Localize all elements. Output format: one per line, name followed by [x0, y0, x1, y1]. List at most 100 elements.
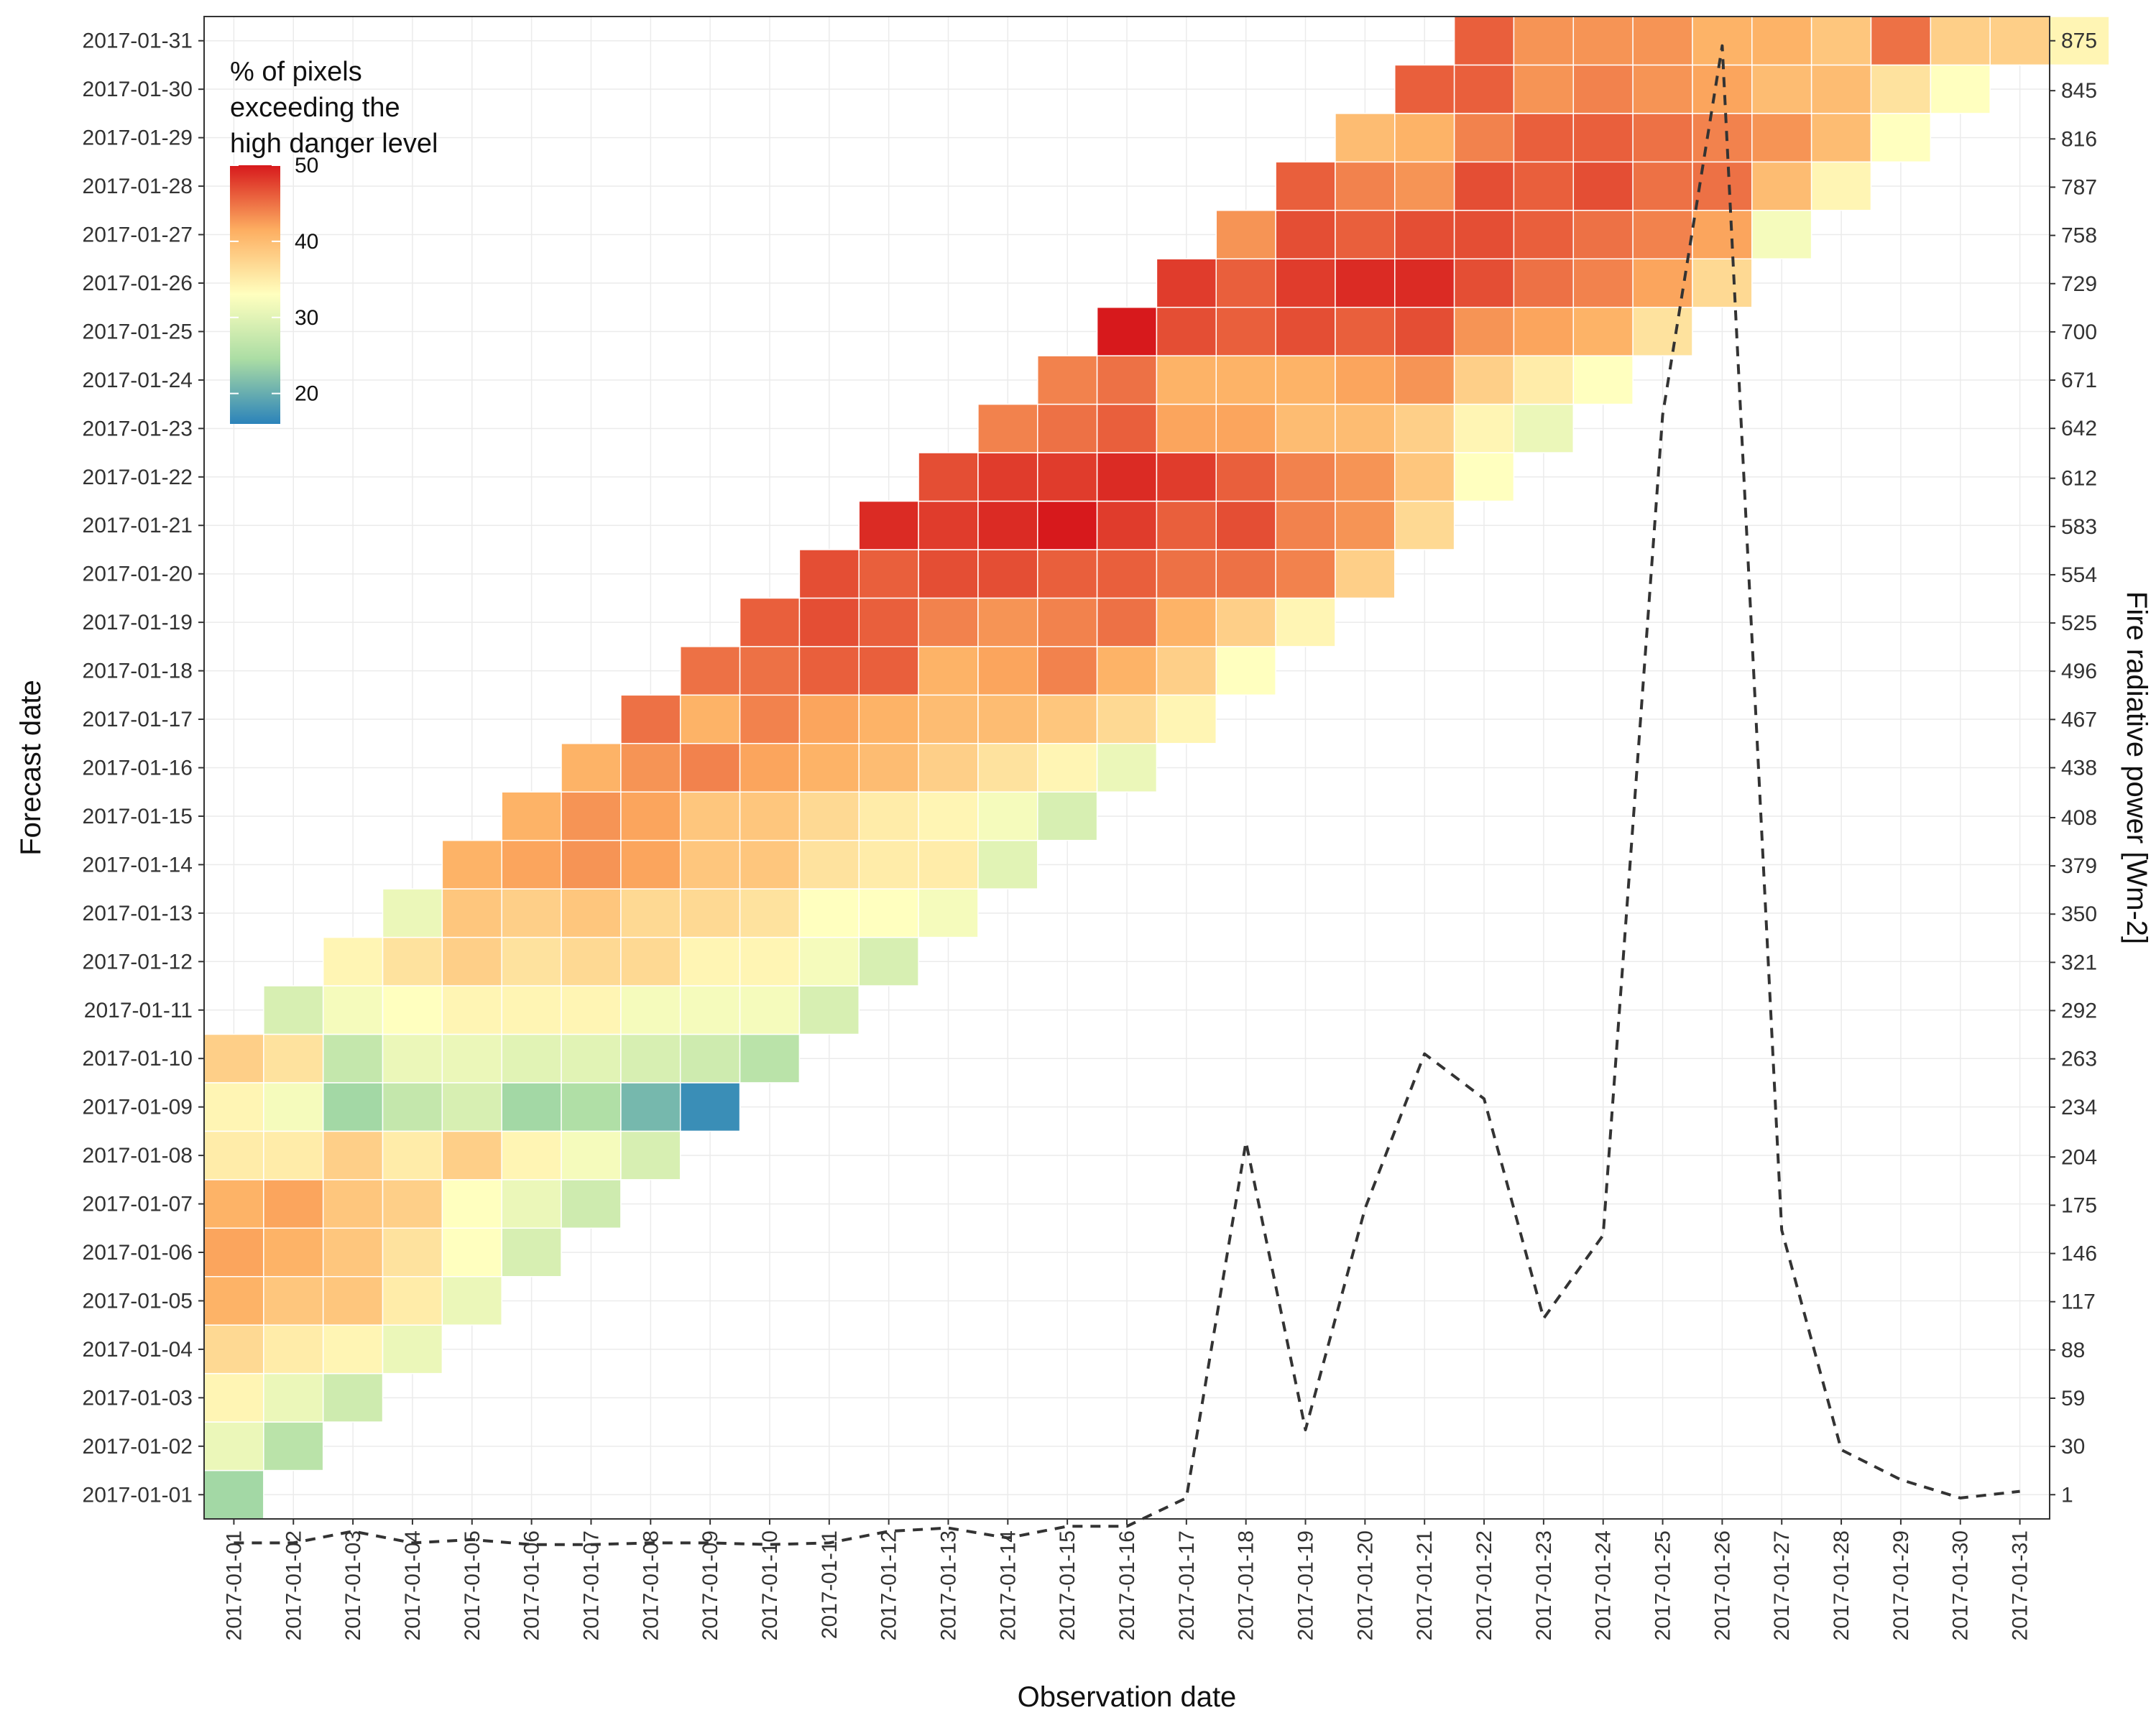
y2-axis-tick-label: 729	[2061, 272, 2097, 296]
heatmap-cell	[322, 936, 384, 987]
y2-axis-tick-label: 642	[2061, 417, 2097, 440]
heatmap-cell	[679, 839, 741, 890]
y2-axis-tick-label: 700	[2061, 320, 2097, 344]
heatmap-cell	[798, 791, 860, 841]
heatmap-cell	[1156, 306, 1217, 356]
heatmap-cell	[977, 597, 1038, 647]
heatmap-cell	[501, 791, 562, 841]
heatmap-cell	[1215, 452, 1276, 502]
heatmap-cell	[1156, 500, 1217, 550]
heatmap-cell	[1215, 306, 1276, 356]
x-axis-tick-label: 2017-01-28	[1830, 1530, 1853, 1640]
heatmap-cell	[918, 694, 979, 744]
heatmap-cell	[501, 985, 562, 1035]
heatmap-cell	[1215, 500, 1276, 550]
heatmap-cell	[1513, 258, 1575, 308]
heatmap-cell	[1096, 694, 1158, 744]
heatmap-cell	[620, 936, 681, 987]
heatmap-cell	[1275, 403, 1336, 453]
heatmap-cell	[1810, 113, 1872, 163]
heatmap-cell	[1989, 16, 2050, 66]
axis-ticks: 2017-01-01 2017-01-02 2017-01-03 2017-01-04…	[83, 29, 2098, 1641]
heatmap-cell	[441, 888, 502, 938]
heatmap-cell	[322, 1275, 384, 1326]
heatmap-cell	[501, 839, 562, 890]
heatmap-cell	[918, 549, 979, 599]
y-axis-tick-label: 2017-01-04	[83, 1338, 193, 1362]
heatmap-cell	[382, 1275, 443, 1326]
heatmap-cell	[322, 1372, 384, 1423]
heatmap-cell	[1394, 64, 1455, 114]
y2-axis-tick-label: 292	[2061, 999, 2097, 1023]
heatmap-cell	[561, 1082, 622, 1132]
x-axis-tick-label: 2017-01-21	[1413, 1530, 1437, 1640]
heatmap-cell	[322, 1179, 384, 1229]
y2-axis-tick-label: 88	[2061, 1339, 2085, 1362]
heatmap-cell	[679, 888, 741, 938]
heatmap-cell	[739, 694, 801, 744]
x-axis-tick-label: 2017-01-27	[1770, 1530, 1794, 1640]
x-axis-tick-label: 2017-01-25	[1651, 1530, 1675, 1640]
x-axis-tick-label: 2017-01-10	[758, 1530, 782, 1640]
heatmap-cell	[1096, 500, 1158, 550]
heatmap-cell	[1156, 646, 1217, 696]
heatmap-cell	[1036, 694, 1098, 744]
color-legend: % of pixels exceeding the high danger leve…	[230, 57, 438, 424]
heatmap-cell	[1215, 258, 1276, 308]
y-axis-tick-label: 2017-01-16	[83, 757, 193, 780]
heatmap-cell	[1632, 306, 1693, 356]
heatmap-cell	[441, 1227, 502, 1277]
heatmap-cell	[501, 1179, 562, 1229]
heatmap-cell	[501, 1033, 562, 1084]
heatmap-cells	[203, 16, 2110, 1520]
x-axis-tick-label: 2017-01-14	[996, 1530, 1020, 1640]
y-axis-tick-label: 2017-01-26	[83, 272, 193, 295]
heatmap-cell	[1036, 549, 1098, 599]
heatmap-cell	[1513, 16, 1575, 66]
x-axis-tick-label: 2017-01-12	[877, 1530, 901, 1640]
heatmap-cell	[441, 936, 502, 987]
heatmap-cell	[203, 1227, 264, 1277]
heatmap-cell	[739, 597, 801, 647]
heatmap-cell	[1335, 452, 1396, 502]
heatmap-cell	[918, 646, 979, 696]
heatmap-cell	[679, 1082, 741, 1132]
x-axis-title: Observation date	[1018, 1681, 1237, 1713]
heatmap-cell	[1751, 161, 1812, 211]
y2-axis-tick-label: 408	[2061, 806, 2097, 830]
y-axis-tick-label: 2017-01-24	[83, 369, 193, 392]
heatmap-cell	[798, 839, 860, 890]
heatmap-cell	[203, 1469, 264, 1520]
legend-tick-label: 50	[295, 154, 318, 177]
x-axis-tick-label: 2017-01-05	[461, 1530, 484, 1640]
heatmap-cell	[561, 791, 622, 841]
heatmap-cell	[1572, 210, 1634, 260]
heatmap-cell	[1572, 306, 1634, 356]
heatmap-cell	[1870, 113, 1932, 163]
heatmap-cell	[739, 888, 801, 938]
heatmap-cell	[561, 985, 622, 1035]
y-axis-tick-label: 2017-01-22	[83, 466, 193, 489]
heatmap-cell	[382, 1130, 443, 1181]
y-axis-tick-label: 2017-01-12	[83, 950, 193, 974]
heatmap-cell	[1036, 403, 1098, 453]
heatmap-cell	[1751, 113, 1812, 163]
heatmap-cell	[1572, 64, 1634, 114]
heatmap-cell	[1930, 64, 1991, 114]
heatmap-cell	[1156, 597, 1217, 647]
y2-axis-tick-label: 875	[2061, 29, 2097, 53]
heatmap-cell	[1810, 64, 1872, 114]
heatmap-cell	[1513, 113, 1575, 163]
heatmap-cell	[858, 597, 919, 647]
heatmap-cell	[1870, 64, 1932, 114]
y-axis-tick-label: 2017-01-02	[83, 1435, 193, 1459]
heatmap-cell	[203, 1179, 264, 1229]
heatmap-cell	[739, 839, 801, 890]
heatmap-cell	[1692, 113, 1753, 163]
heatmap-cell	[382, 936, 443, 987]
heatmap-cell	[858, 694, 919, 744]
heatmap-cell	[798, 597, 860, 647]
heatmap-cell	[977, 791, 1038, 841]
heatmap-cell	[1096, 306, 1158, 356]
heatmap-cell	[918, 500, 979, 550]
